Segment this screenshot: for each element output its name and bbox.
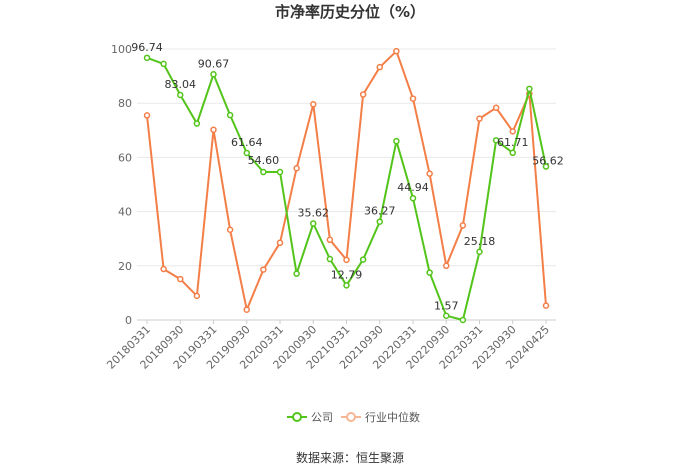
series-layer [143,47,550,324]
data-point-company[interactable] [143,54,151,62]
data-point-company[interactable] [409,194,417,202]
data-point-company[interactable] [210,71,217,78]
data-label: 56.62 [532,155,564,168]
data-label: 35.62 [298,206,330,219]
data-point-industry[interactable] [426,170,433,177]
data-point-company[interactable] [326,255,334,263]
y-tick-label: 20 [118,260,132,273]
data-point-company[interactable] [492,137,500,144]
data-label: 61.64 [231,136,263,149]
data-point-industry[interactable] [359,91,367,98]
data-point-company[interactable] [393,137,400,145]
data-point-industry[interactable] [160,265,167,273]
data-point-company[interactable] [310,220,317,227]
data-point-industry[interactable] [509,128,516,135]
data-point-industry[interactable] [393,47,400,55]
legend-label-company: 公司 [311,411,333,424]
x-axis: 2018033120180930201903312019093020200331… [104,319,556,372]
chart-title: 市净率历史分位（%） [275,3,425,21]
data-label: 90.67 [198,57,230,70]
data-point-industry[interactable] [243,306,250,313]
legend-marker-company [292,412,302,422]
data-point-company[interactable] [359,256,367,263]
data-point-industry[interactable] [276,239,284,247]
data-point-company[interactable] [542,163,550,170]
data-point-industry[interactable] [226,226,234,234]
data-point-company[interactable] [276,168,284,176]
data-point-industry[interactable] [293,164,300,172]
data-point-industry[interactable] [459,222,467,229]
y-tick-label: 80 [118,97,132,110]
data-point-industry[interactable] [376,63,383,71]
y-tick-label: 0 [125,314,132,327]
y-tick-label: 100 [111,43,132,56]
data-point-industry[interactable] [542,302,550,309]
data-point-industry[interactable] [210,126,217,134]
data-point-company[interactable] [260,168,267,176]
data-point-company[interactable] [443,312,450,319]
data-label: 44.94 [397,181,429,194]
data-label: 12.79 [331,268,363,281]
y-axis: 0 20 40 60 80 100 [111,43,132,327]
data-point-company[interactable] [343,282,350,289]
data-point-company[interactable] [426,269,433,276]
data-point-company[interactable] [177,91,184,99]
data-point-industry[interactable] [177,275,184,283]
data-point-company[interactable] [459,316,467,324]
data-point-company[interactable] [226,111,234,119]
legend-marker-industry [346,412,356,422]
data-point-company[interactable] [376,218,383,225]
data-point-industry[interactable] [476,115,483,122]
data-point-industry[interactable] [409,95,417,102]
legend-item-industry[interactable]: 行业中位数 [341,410,420,424]
data-point-company[interactable] [509,149,516,157]
data-point-industry[interactable] [193,292,201,300]
data-point-industry[interactable] [443,262,450,270]
data-point-industry[interactable] [260,266,267,273]
legend: 公司 行业中位数 [287,410,420,424]
data-point-industry[interactable] [492,104,500,112]
data-point-company[interactable] [243,149,250,157]
data-point-company[interactable] [526,85,533,93]
data-point-industry[interactable] [143,112,151,119]
data-point-company[interactable] [160,60,167,68]
data-point-company[interactable] [476,248,483,256]
y-tick-label: 40 [118,206,132,219]
data-point-company[interactable] [193,120,201,127]
data-label: 96.74 [131,41,163,54]
data-label: 61.71 [497,136,529,149]
source-note: 数据来源：恒生聚源 [296,450,404,465]
data-label: 83.04 [165,78,197,91]
data-label: 36.27 [364,205,396,218]
y-tick-label: 60 [118,151,132,164]
data-point-industry[interactable] [326,236,334,244]
data-label: 54.60 [248,154,280,167]
legend-item-company[interactable]: 公司 [287,411,333,424]
data-point-company[interactable] [293,270,300,277]
data-point-industry[interactable] [310,101,317,108]
data-label: 1.57 [434,300,459,313]
legend-label-industry: 行业中位数 [365,410,420,424]
data-label: 25.18 [464,235,496,248]
data-point-industry[interactable] [343,256,350,264]
